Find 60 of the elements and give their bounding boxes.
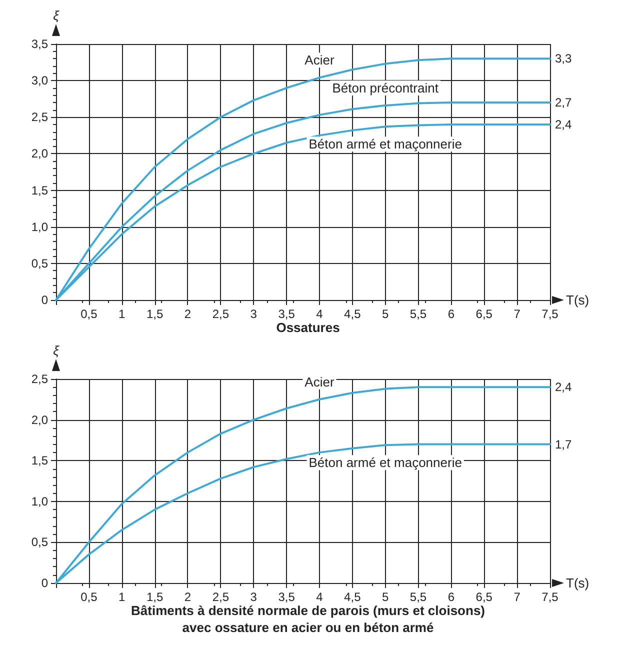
y-tick-label: 2,5 [31, 110, 48, 124]
y-axis-title: ξ [53, 343, 60, 358]
x-tick-label: 3,5 [278, 590, 296, 604]
text: Ossatures [276, 320, 340, 335]
x-tick-label: 5 [382, 590, 389, 604]
y-tick-label: 2,0 [31, 146, 48, 161]
series-label: Acier [304, 52, 335, 68]
x-tick-label: 2 [184, 590, 192, 604]
series-label: Béton précontraint [332, 80, 439, 96]
x-tick-label: 7,5 [542, 307, 559, 321]
y-tick-label: 1,5 [31, 183, 48, 198]
x-tick-label: 1 [118, 590, 126, 604]
series-label: Acier [304, 374, 335, 390]
y-tick-label: 0,5 [31, 535, 48, 550]
text: Bâtiments à densité normale de parois (murs et cloisons) avec ossature en acier ou en béton armé [131, 603, 485, 635]
x-tick-label: 7,5 [542, 590, 559, 604]
y-tick-label: 0 [41, 293, 48, 307]
x-axis-title: T(s) [566, 292, 590, 308]
x-tick-label: 7 [514, 307, 521, 321]
x-tick-label: 3,5 [278, 307, 296, 321]
y-tick-label: 0 [41, 576, 48, 590]
y-tick-label: 2,5 [31, 372, 48, 386]
x-tick-label: 5 [382, 307, 389, 321]
data-label: 3,3 [555, 52, 572, 66]
x-tick-label: 3 [250, 307, 258, 321]
x-tick-label: 6 [448, 590, 455, 604]
x-tick-label: 6,5 [476, 307, 493, 321]
x-tick-label: 4,5 [344, 307, 362, 321]
y-tick-label: 1,0 [31, 494, 48, 508]
y-tick-label: 1,0 [31, 220, 48, 234]
data-label: 1,7 [555, 437, 572, 452]
x-tick-label: 2 [184, 307, 192, 321]
x-tick-label: 5,5 [410, 307, 427, 321]
series-label: Béton armé et maçonnerie [308, 136, 462, 152]
x-tick-label: 5,5 [410, 590, 427, 604]
y-tick-label: 1,5 [31, 454, 48, 468]
data-label: 2,7 [555, 96, 572, 110]
data-label: 2,4 [555, 117, 572, 132]
x-tick-label: 1,5 [146, 590, 164, 604]
y-tick-label: 2,0 [31, 412, 48, 427]
x-tick-label: 4 [316, 307, 324, 321]
x-tick-label: 1 [118, 307, 126, 321]
data-label: 2,4 [555, 380, 572, 394]
x-tick-label: 0,5 [80, 590, 98, 604]
series-label: Béton armé et maçonnerie [308, 455, 462, 470]
x-tick-label: 1,5 [146, 307, 164, 321]
x-tick-label: 4,5 [344, 590, 362, 604]
x-tick-label: 6,5 [476, 590, 493, 604]
x-tick-label: 2,5 [212, 590, 230, 604]
x-tick-label: 4 [316, 590, 324, 604]
y-tick-label: 3,0 [31, 74, 48, 88]
x-tick-label: 6 [448, 307, 455, 321]
x-tick-label: 3 [250, 590, 258, 604]
x-tick-label: 2,5 [212, 307, 230, 321]
y-tick-label: 3,5 [31, 37, 48, 51]
y-tick-label: 0,5 [31, 256, 48, 270]
y-axis-title: ξ [53, 8, 60, 23]
x-tick-label: 7 [514, 590, 521, 604]
x-axis-title: T(s) [566, 576, 590, 590]
x-tick-label: 0,5 [80, 307, 98, 321]
